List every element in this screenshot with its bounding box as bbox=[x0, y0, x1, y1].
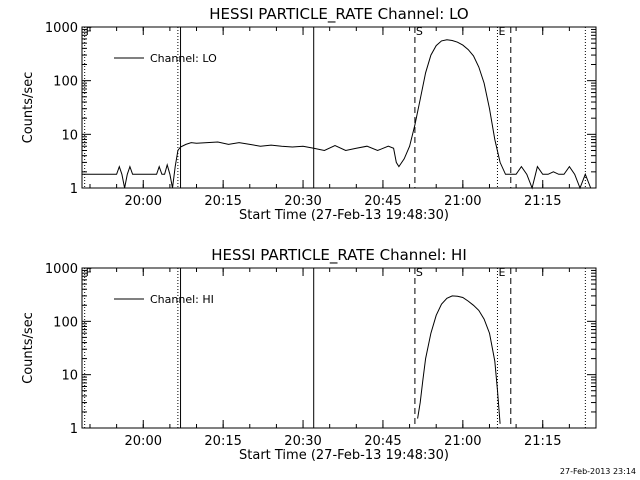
x-tick-label: 20:30 bbox=[284, 194, 321, 209]
footer-timestamp: 27-Feb-2013 23:14 bbox=[560, 467, 636, 476]
y-tick-label: 10 bbox=[61, 128, 78, 143]
marker-label: S bbox=[416, 266, 423, 279]
chart-title: HESSI PARTICLE_RATE Channel: HI bbox=[211, 246, 467, 265]
marker-label: S bbox=[416, 25, 423, 38]
x-tick-label: 20:30 bbox=[284, 434, 321, 449]
x-tick-label: 20:45 bbox=[364, 194, 401, 209]
x-axis-label: Start Time (27-Feb-13 19:48:30) bbox=[239, 448, 449, 463]
marker-label: F bbox=[86, 266, 92, 279]
y-tick-label: 100 bbox=[53, 315, 78, 330]
y-axis-label: Counts/sec bbox=[21, 72, 36, 144]
plot-frame bbox=[81, 267, 597, 429]
marker-label: E bbox=[498, 266, 505, 279]
x-tick-label: 20:15 bbox=[204, 194, 241, 209]
chart-panel-hi: HESSI PARTICLE_RATE Channel: HI 1 10 100 100… bbox=[21, 246, 597, 463]
x-tick-label: 20:15 bbox=[204, 434, 241, 449]
series-line bbox=[417, 295, 501, 424]
chart-title: HESSI PARTICLE_RATE Channel: LO bbox=[209, 5, 468, 24]
y-tick-label: 10 bbox=[61, 369, 78, 384]
marker-label: E bbox=[498, 25, 505, 38]
x-tick-label: 20:00 bbox=[125, 194, 162, 209]
y-tick-label: 100 bbox=[53, 75, 78, 90]
x-tick-label: 21:15 bbox=[524, 194, 561, 209]
y-tick-label: 1 bbox=[70, 422, 78, 437]
legend-label: Channel: LO bbox=[150, 52, 217, 65]
x-tick-label: 21:00 bbox=[444, 434, 481, 449]
y-tick-label: 1000 bbox=[45, 21, 78, 36]
y-tick-label: 1 bbox=[70, 182, 78, 197]
y-axis-label: Counts/sec bbox=[21, 312, 36, 384]
y-tick-label: 1000 bbox=[45, 262, 78, 277]
x-tick-label: 20:45 bbox=[364, 434, 401, 449]
series-line bbox=[82, 39, 592, 190]
chart-panel-lo: HESSI PARTICLE_RATE Channel: LO 1 10 100 100… bbox=[21, 5, 597, 223]
x-tick-label: 21:15 bbox=[524, 434, 561, 449]
marker-label: F bbox=[86, 25, 92, 38]
x-axis-label: Start Time (27-Feb-13 19:48:30) bbox=[239, 208, 449, 223]
legend-label: Channel: HI bbox=[150, 293, 214, 306]
x-tick-label: 21:00 bbox=[444, 194, 481, 209]
x-tick-label: 20:00 bbox=[125, 434, 162, 449]
plot-frame bbox=[81, 26, 597, 189]
